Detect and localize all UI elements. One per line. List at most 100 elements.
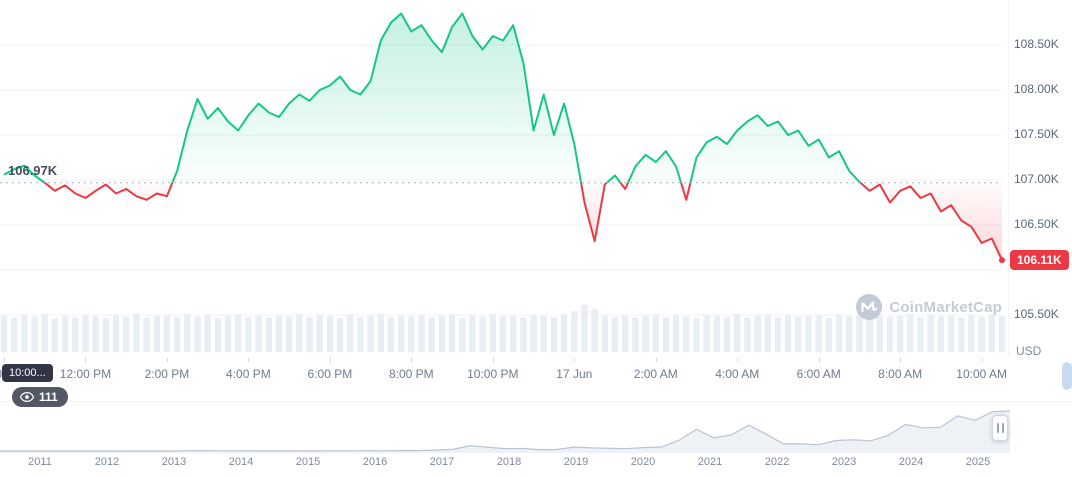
volume-bar <box>479 316 486 352</box>
open-price-label: 106.97K <box>8 163 58 178</box>
year-label: 2019 <box>563 456 589 468</box>
volume-bar <box>123 316 130 352</box>
volume-bar <box>459 318 466 352</box>
volume-bar <box>72 317 79 352</box>
watchers-count: 111 <box>39 390 58 404</box>
y-axis-label: 106.50K <box>1014 217 1059 231</box>
year-label: 2021 <box>697 456 723 468</box>
volume-bar <box>846 316 853 352</box>
volume-bar <box>173 317 181 352</box>
time-axis-tick <box>818 358 820 362</box>
time-axis-tick <box>737 358 739 362</box>
eye-icon <box>20 392 34 402</box>
volume-bar <box>856 315 863 352</box>
x-axis-label: 6:00 AM <box>796 367 841 381</box>
year-label: 2013 <box>161 456 187 468</box>
volume-bar <box>143 317 150 352</box>
volume-bar <box>285 316 293 352</box>
volume-bar <box>723 316 731 352</box>
price-chart[interactable] <box>0 0 1010 356</box>
volume-bar <box>438 316 446 352</box>
volume-bar <box>235 314 242 352</box>
volume-bar <box>744 317 751 352</box>
volume-bar <box>540 316 547 352</box>
volume-bar <box>947 315 955 352</box>
navigator-sparkline <box>0 405 1011 460</box>
range-navigator[interactable] <box>0 403 1011 455</box>
y-axis-label: 108.00K <box>1014 82 1059 96</box>
volume-bar <box>683 316 690 352</box>
volume-bar <box>571 311 578 352</box>
volume-bar <box>805 316 812 352</box>
year-label: 2017 <box>429 456 455 468</box>
volume-bar <box>82 314 89 352</box>
handle-grip-icon <box>996 423 999 433</box>
volume-bar <box>133 313 140 352</box>
time-axis-tick <box>248 358 250 362</box>
volume-bar <box>408 316 415 352</box>
volume-bar <box>398 314 405 352</box>
time-axis-tick <box>329 358 331 362</box>
volume-bar <box>275 314 283 352</box>
x-axis-label: 10:00 AM <box>956 367 1007 381</box>
volume-bar <box>265 317 272 352</box>
volume-bar <box>377 313 384 352</box>
year-label: 2014 <box>228 456 254 468</box>
time-axis-tick <box>492 358 494 362</box>
current-price-badge: 106.11K <box>1010 250 1069 271</box>
volume-bar <box>112 315 120 352</box>
volume-bar <box>41 314 48 352</box>
watchers-badge[interactable]: 111 <box>12 387 68 407</box>
volume-bar <box>357 316 364 352</box>
time-axis-tick <box>166 358 168 362</box>
time-axis-tick <box>981 358 983 362</box>
volume-bar <box>897 316 904 352</box>
volume-bar <box>611 316 619 352</box>
volume-bar <box>31 316 38 352</box>
volume-bar <box>21 314 28 352</box>
time-axis: 10:00 AM 12:00 PM 2:00 PM 4:00 PM 6:00 PM 8:0… <box>0 358 1010 388</box>
x-axis-label: 6:00 PM <box>307 367 353 381</box>
volume-bar <box>754 315 761 352</box>
price-chart-canvas[interactable] <box>0 0 1010 356</box>
watermark-text: CoinMarketCap <box>889 298 1002 316</box>
volume-bar <box>958 317 965 352</box>
volume-bar <box>784 315 792 352</box>
year-label: 2022 <box>764 456 790 468</box>
volume-bar <box>550 317 558 352</box>
coinmarketcap-logo-icon <box>856 294 883 320</box>
x-axis-label: 12:00 PM <box>59 367 112 381</box>
years-axis: 2011 2012 2013 2014 2015 2016 2017 2018 2019 2020… <box>0 456 1010 472</box>
handle-grip-icon <box>1001 423 1004 433</box>
volume-bar <box>0 316 8 352</box>
volume-bar <box>489 314 496 352</box>
volume-bar <box>652 314 659 352</box>
volume-bar <box>693 318 700 352</box>
time-axis-tick <box>411 358 413 362</box>
volume-bar <box>764 314 771 352</box>
volume-bar <box>316 315 323 352</box>
time-tooltip: 10:00... <box>2 364 53 382</box>
navigator-canvas[interactable] <box>0 405 1011 455</box>
volume-bar <box>520 317 527 352</box>
volume-bar <box>825 318 833 352</box>
volume-bar <box>530 315 537 352</box>
volume-bar <box>703 314 710 352</box>
y-axis-label: 105.50K <box>1014 307 1059 321</box>
volume-bar <box>601 315 608 352</box>
volume-bar <box>214 318 222 352</box>
volume-bar <box>92 316 99 352</box>
volume-bar <box>795 316 802 352</box>
volume-bar <box>835 314 843 352</box>
year-label: 2018 <box>496 456 522 468</box>
year-label: 2020 <box>630 456 656 468</box>
scrollbar-thumb[interactable] <box>1062 362 1072 390</box>
range-handle[interactable] <box>992 415 1008 441</box>
y-axis-label: 107.00K <box>1014 172 1059 186</box>
volume-bar <box>387 317 395 352</box>
volume-bar <box>642 316 649 352</box>
volume-bar <box>662 317 670 352</box>
currency-label: USD <box>1016 344 1042 358</box>
volume-bar <box>917 317 924 352</box>
